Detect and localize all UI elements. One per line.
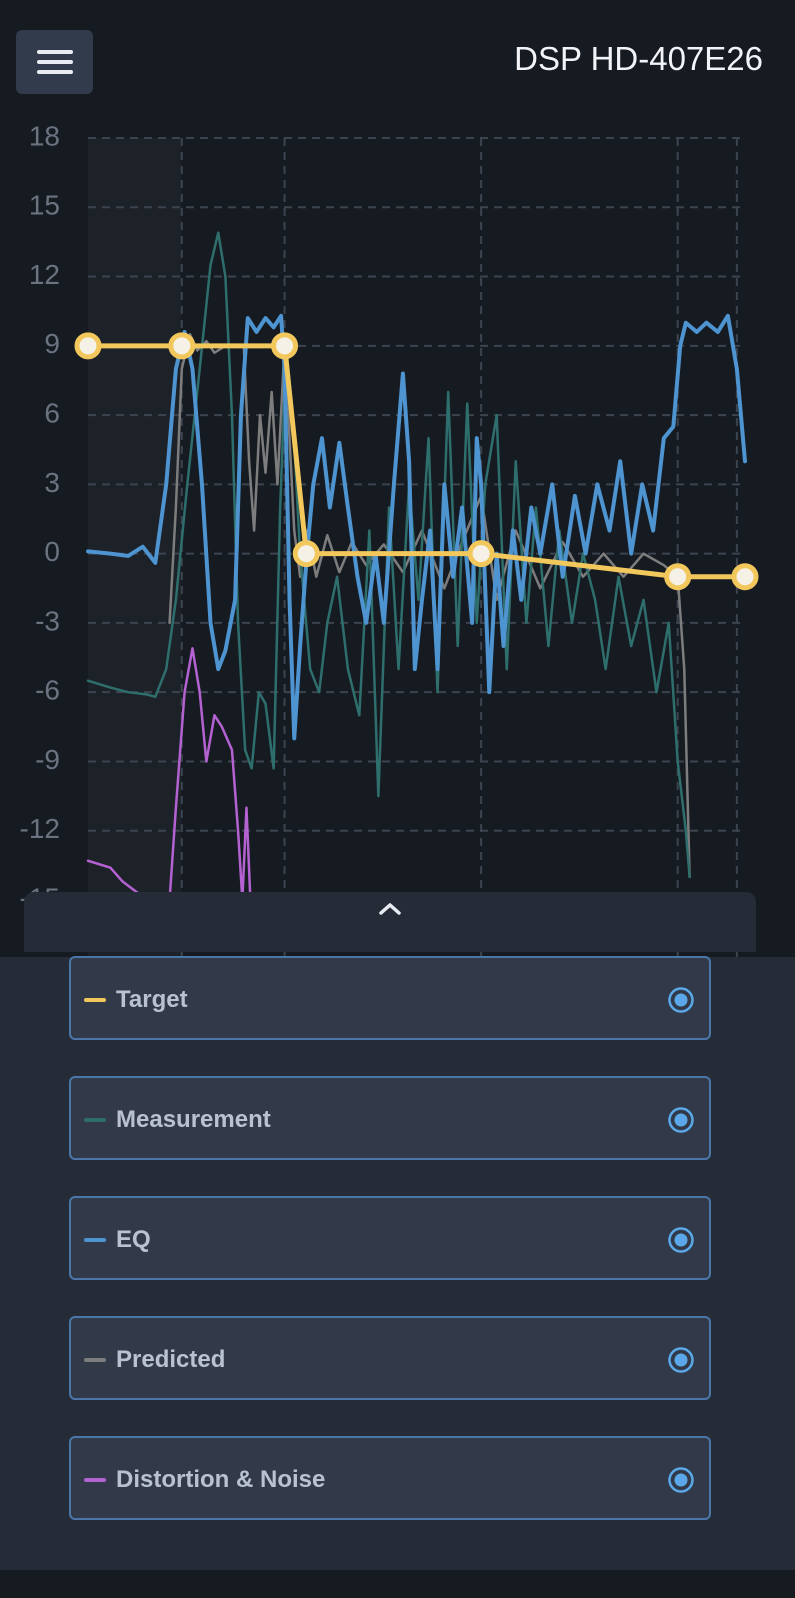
target-point [271, 332, 299, 360]
y-tick-label: 3 [44, 467, 60, 498]
y-tick-label: 12 [29, 259, 60, 290]
y-tick-label: -3 [35, 605, 60, 636]
legend-swatch [84, 1118, 106, 1122]
radio-ring [668, 1347, 694, 1373]
legend-label: Target [116, 986, 188, 1013]
radio-dot [674, 993, 688, 1007]
legend-toggle[interactable]: EQ [69, 1196, 711, 1280]
radio-dot [674, 1353, 688, 1367]
target-point [664, 563, 692, 591]
legend-label: EQ [116, 1226, 151, 1253]
y-tick-label: 9 [44, 328, 60, 359]
radio-ring [668, 1107, 694, 1133]
y-tick-label: -12 [20, 813, 60, 844]
radio-icon [668, 1467, 694, 1493]
legend-toggle[interactable]: Measurement [69, 1076, 711, 1160]
device-title: DSP HD-407E26 [514, 40, 763, 77]
plot-band [88, 138, 181, 957]
target-point [168, 332, 196, 360]
radio-dot [674, 1233, 688, 1247]
legend-toggle[interactable]: Distortion & Noise [69, 1436, 711, 1520]
y-tick-label: 6 [44, 397, 60, 428]
y-tick-label: 18 [29, 120, 60, 151]
radio-icon [668, 987, 694, 1013]
legend-panel: Target Measurement EQ Predicted Distortion &… [0, 956, 795, 1570]
radio-ring [668, 1467, 694, 1493]
series-line [86, 231, 691, 879]
panel-tab[interactable] [24, 892, 756, 952]
legend-swatch [84, 1238, 106, 1242]
radio-dot [674, 1113, 688, 1127]
radio-icon [668, 1107, 694, 1133]
legend-swatch [84, 1358, 106, 1362]
legend-label: Measurement [116, 1106, 271, 1133]
y-tick-label: -6 [35, 675, 60, 706]
series-line [86, 313, 747, 741]
legend-label: Distortion & Noise [116, 1466, 326, 1493]
menu-button[interactable] [16, 30, 93, 94]
y-tick-label: -9 [35, 744, 60, 775]
radio-ring [668, 1227, 694, 1253]
y-tick-label: 0 [44, 536, 60, 567]
target-point [731, 563, 759, 591]
radio-ring [668, 987, 694, 1013]
legend-swatch [84, 998, 106, 1002]
radio-icon [668, 1347, 694, 1373]
legend-toggle[interactable]: Target [69, 956, 711, 1040]
legend-toggle[interactable]: Predicted [69, 1316, 711, 1400]
target-point [292, 540, 320, 568]
chevron [379, 903, 401, 915]
legend-swatch [84, 1478, 106, 1482]
radio-icon [668, 1227, 694, 1253]
target-point [467, 540, 495, 568]
bottom-bar [0, 1570, 795, 1598]
radio-dot [674, 1473, 688, 1487]
legend-label: Predicted [116, 1346, 226, 1373]
target-point [74, 332, 102, 360]
y-tick-label: 15 [29, 190, 60, 221]
